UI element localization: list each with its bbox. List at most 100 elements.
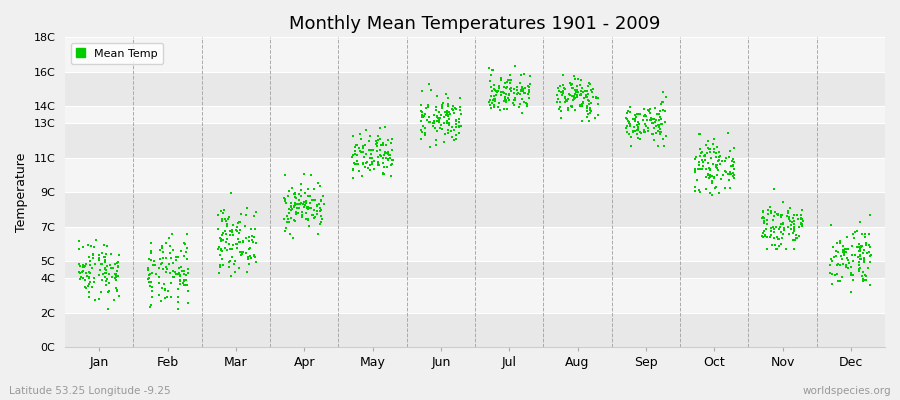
- Point: [582, 79, 597, 86]
- Point: [232, 264, 247, 271]
- Point: [308, 214, 322, 220]
- Point: [701, 170, 716, 177]
- Point: [715, 158, 729, 164]
- Point: [652, 123, 666, 129]
- Point: [771, 236, 786, 242]
- Point: [695, 149, 709, 156]
- Point: [590, 101, 605, 107]
- Point: [702, 164, 716, 171]
- Point: [105, 274, 120, 280]
- Point: [561, 95, 575, 102]
- Point: [308, 196, 322, 203]
- Point: [847, 234, 861, 241]
- Point: [619, 124, 634, 131]
- Point: [693, 166, 707, 172]
- Point: [283, 188, 297, 194]
- Bar: [65, 226, 885, 261]
- Point: [567, 96, 581, 102]
- Point: [623, 109, 637, 115]
- Point: [777, 225, 791, 231]
- Point: [422, 144, 436, 150]
- Point: [362, 147, 376, 153]
- Point: [293, 193, 308, 200]
- Point: [288, 211, 302, 217]
- Point: [166, 268, 180, 274]
- Point: [312, 183, 327, 189]
- Point: [72, 261, 86, 267]
- Point: [283, 206, 297, 212]
- Point: [484, 83, 499, 90]
- Point: [850, 228, 864, 234]
- Point: [511, 104, 526, 110]
- Point: [246, 239, 260, 246]
- Point: [314, 218, 328, 225]
- Point: [837, 251, 851, 258]
- Point: [288, 190, 302, 197]
- Point: [287, 191, 302, 198]
- Point: [213, 235, 228, 242]
- Point: [573, 91, 588, 98]
- Point: [859, 240, 873, 246]
- Point: [156, 285, 170, 291]
- Point: [706, 174, 721, 181]
- Point: [303, 192, 318, 199]
- Point: [97, 257, 112, 263]
- Point: [645, 120, 660, 126]
- Point: [824, 281, 839, 288]
- Point: [767, 185, 781, 192]
- Point: [786, 230, 800, 236]
- Point: [156, 249, 170, 255]
- Point: [99, 251, 113, 257]
- Point: [621, 131, 635, 138]
- Point: [95, 277, 110, 284]
- Point: [94, 261, 109, 267]
- Point: [830, 240, 844, 246]
- Point: [96, 242, 111, 248]
- Point: [504, 87, 518, 94]
- Point: [143, 282, 157, 289]
- Point: [637, 112, 652, 118]
- Point: [142, 272, 157, 278]
- Point: [356, 145, 370, 151]
- Point: [706, 141, 720, 147]
- Point: [229, 241, 243, 247]
- Bar: [65, 261, 885, 278]
- Point: [286, 203, 301, 209]
- Point: [111, 259, 125, 265]
- Point: [378, 142, 392, 148]
- Point: [76, 261, 90, 268]
- Point: [444, 128, 458, 134]
- Point: [763, 208, 778, 214]
- Point: [376, 142, 391, 148]
- Point: [580, 88, 594, 94]
- Point: [698, 157, 713, 163]
- Point: [312, 200, 327, 207]
- Point: [143, 279, 157, 286]
- Point: [292, 201, 307, 207]
- Point: [415, 114, 429, 120]
- Point: [771, 212, 786, 218]
- Point: [364, 150, 379, 157]
- Point: [655, 99, 670, 105]
- Point: [860, 250, 875, 256]
- Point: [764, 232, 778, 238]
- Point: [584, 87, 598, 93]
- Point: [97, 270, 112, 276]
- Point: [693, 189, 707, 196]
- Point: [316, 193, 330, 199]
- Point: [724, 171, 738, 178]
- Point: [795, 216, 809, 222]
- Point: [82, 274, 96, 280]
- Point: [348, 151, 363, 158]
- Point: [359, 160, 374, 166]
- Point: [145, 269, 159, 276]
- Point: [350, 158, 365, 164]
- Point: [174, 277, 188, 284]
- Point: [382, 155, 397, 161]
- Point: [832, 278, 847, 284]
- Point: [699, 186, 714, 192]
- Point: [358, 151, 373, 158]
- Point: [108, 261, 122, 268]
- Point: [692, 131, 706, 137]
- Point: [710, 172, 724, 178]
